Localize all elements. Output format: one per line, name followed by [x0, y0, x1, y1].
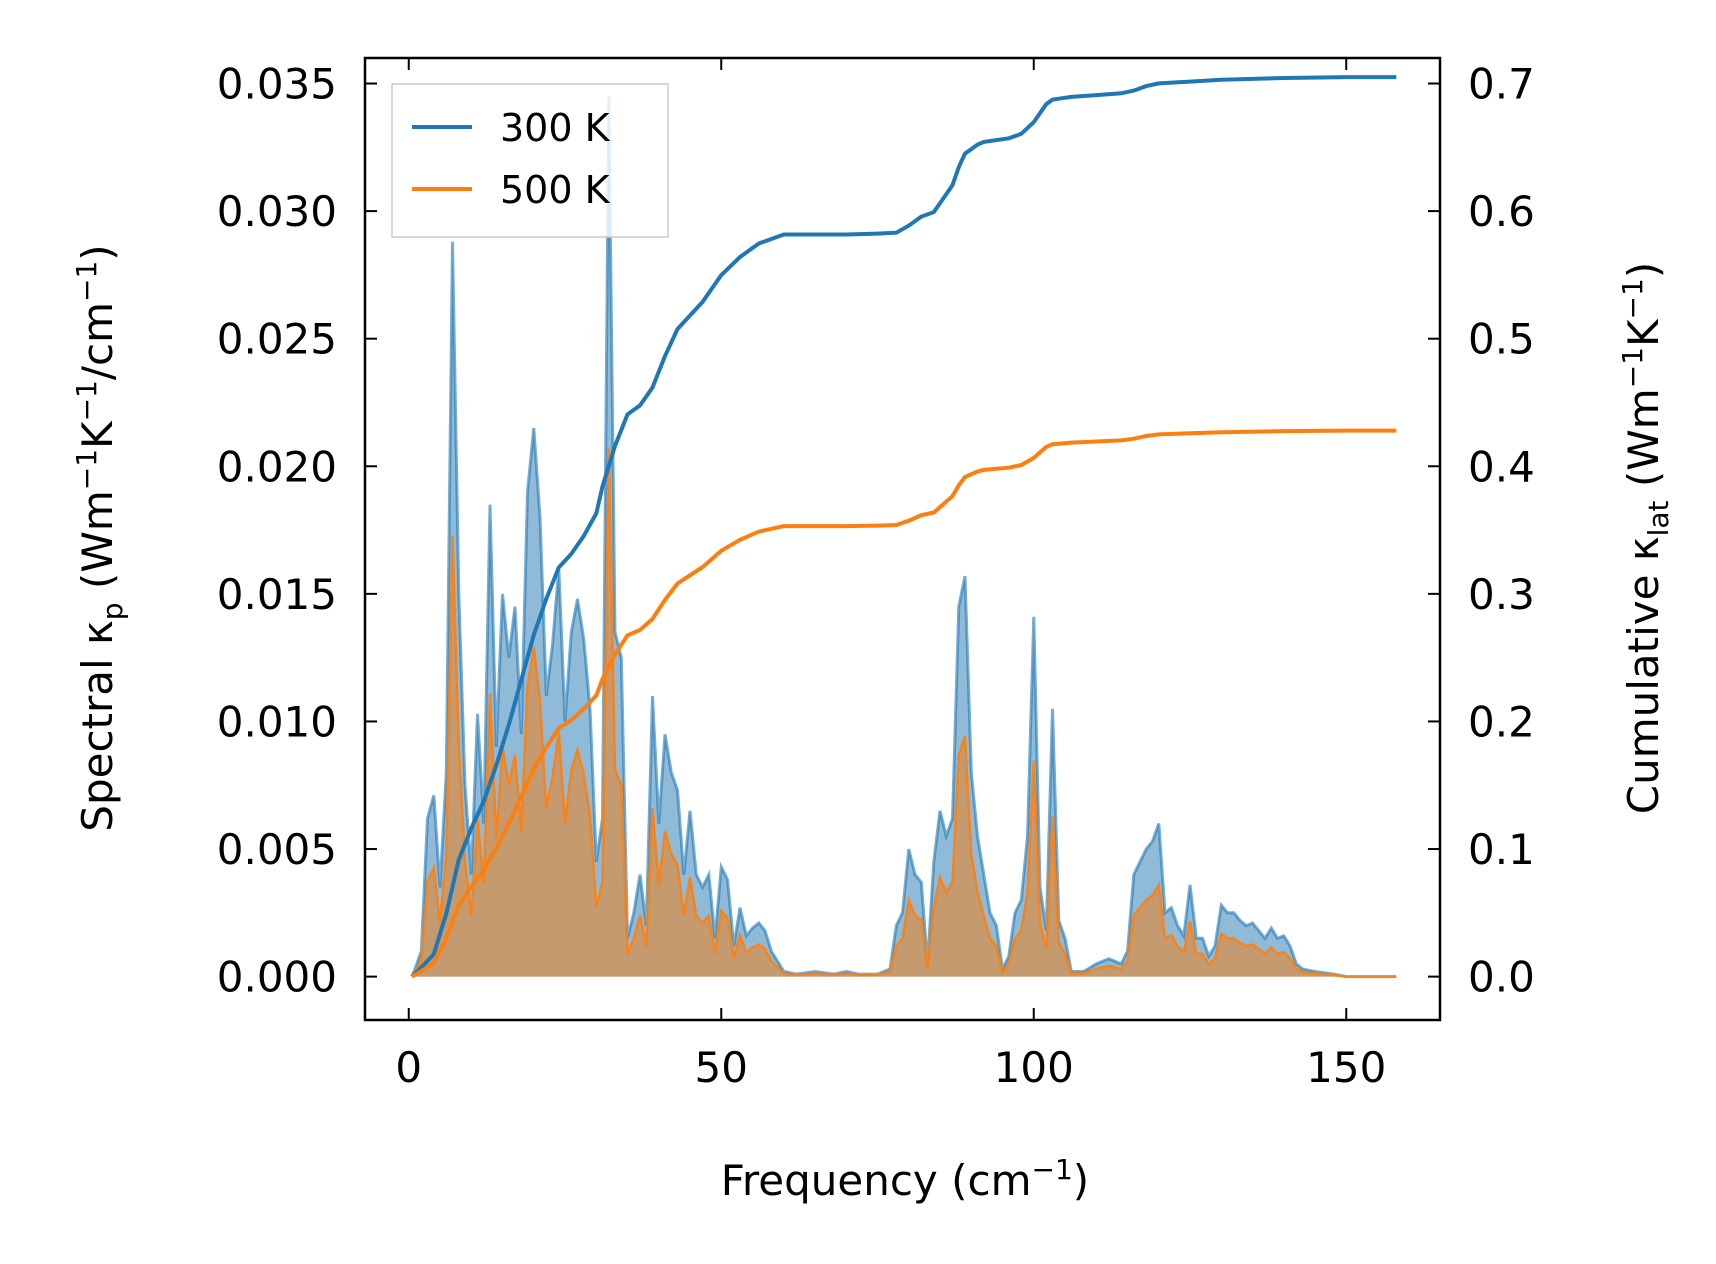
- x-axis-title: Frequency (cm−1): [721, 1153, 1089, 1205]
- y-left-tick-label: 0.030: [217, 187, 337, 236]
- y-left-tick-label: 0.015: [217, 570, 337, 619]
- y-right-tick-label: 0.6: [1468, 187, 1535, 236]
- y-right-tick-label: 0.4: [1468, 442, 1535, 491]
- spectral-fills: [411, 96, 1397, 977]
- legend-label-500k: 500 K: [500, 168, 611, 212]
- x-tick-label: 100: [994, 1043, 1074, 1092]
- x-tick-label: 0: [395, 1043, 422, 1092]
- legend-label-300k: 300 K: [500, 106, 611, 150]
- spectral-line-300k: [410, 96, 1397, 979]
- x-tick-label: 50: [695, 1043, 748, 1092]
- y-left-tick-label: 0.000: [217, 953, 337, 1002]
- plot-frame: [363, 56, 1442, 1022]
- x-tick-label: 150: [1306, 1043, 1386, 1092]
- y-axis-right-title: Cumulative κlat (Wm−1K−1): [1616, 262, 1675, 814]
- y-left-tick-label: 0.005: [217, 825, 337, 874]
- axis-tick-labels: 0 50 100 150 0.000 0.005 0.010 0.015 0.020 0.025 0…: [217, 60, 1535, 1092]
- axis-ticks: [365, 58, 1440, 1020]
- cumulative-line-500k: [410, 428, 1397, 979]
- spectral-fill-500k: [411, 448, 1397, 977]
- spectral-line-500k: [410, 448, 1397, 978]
- y-right-tick-label: 0.5: [1468, 315, 1535, 364]
- y-right-tick-label: 0.1: [1468, 825, 1535, 874]
- y-right-tick-label: 0.2: [1468, 697, 1535, 746]
- y-left-tick-label: 0.025: [217, 315, 337, 364]
- y-left-tick-label: 0.035: [217, 60, 337, 109]
- legend: 300 K 500 K: [391, 83, 669, 238]
- y-left-tick-label: 0.020: [217, 442, 337, 491]
- y-right-tick-label: 0.7: [1468, 60, 1535, 109]
- legend-box: [391, 83, 669, 238]
- cumulative-line-300k: [410, 75, 1397, 979]
- y-axis-left-title: Spectral κp (Wm−1K−1/cm−1): [70, 244, 129, 831]
- y-right-tick-label: 0.0: [1468, 953, 1535, 1002]
- y-left-tick-label: 0.010: [217, 697, 337, 746]
- y-right-tick-label: 0.3: [1468, 570, 1535, 619]
- series-lines: [410, 75, 1397, 979]
